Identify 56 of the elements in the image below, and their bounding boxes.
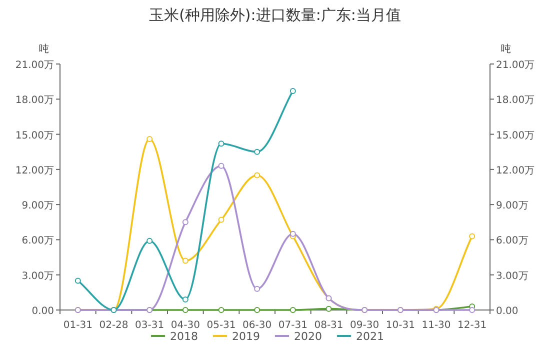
x-tick-label: 09-30 bbox=[350, 320, 380, 331]
y-tick-label: 3.00万 bbox=[22, 270, 54, 282]
y-tick-label: 9.00万 bbox=[22, 200, 54, 212]
point bbox=[254, 286, 260, 292]
point bbox=[326, 306, 332, 312]
y-tick-label: 18.00万 bbox=[15, 95, 54, 106]
x-tick-label: 01-31 bbox=[63, 320, 92, 331]
x-tick-label: 11-30 bbox=[422, 320, 451, 331]
legend-label: 2019 bbox=[232, 330, 260, 343]
y-tick-label: 0.00 bbox=[32, 306, 54, 317]
y2-tick-label: 18.00万 bbox=[496, 95, 535, 106]
point bbox=[182, 258, 188, 264]
y-tick-label: 12.00万 bbox=[15, 165, 54, 176]
point bbox=[254, 307, 260, 313]
point bbox=[146, 238, 153, 244]
y2-tick-label: 15.00万 bbox=[496, 130, 535, 142]
legend-label: 2020 bbox=[294, 330, 322, 343]
y2-tick-label: 9.00万 bbox=[496, 200, 528, 212]
point bbox=[146, 136, 153, 142]
point bbox=[218, 216, 224, 223]
x-tick-label: 12-31 bbox=[458, 320, 487, 331]
point bbox=[182, 219, 188, 226]
point bbox=[290, 230, 296, 237]
x-tick-label: 08-31 bbox=[314, 320, 344, 331]
y2-tick-label: 3.00万 bbox=[496, 270, 528, 282]
y-tick-label: 6.00万 bbox=[22, 236, 54, 247]
x-tick-label: 03-31 bbox=[135, 320, 164, 331]
y2-tick-label: 12.00万 bbox=[496, 165, 535, 176]
point bbox=[218, 140, 224, 147]
y-tick-label: 21.00万 bbox=[15, 60, 54, 71]
point bbox=[218, 162, 224, 169]
point bbox=[254, 148, 260, 155]
point bbox=[469, 307, 476, 313]
y2-axis-title: 吨 bbox=[501, 43, 511, 55]
point bbox=[254, 172, 260, 178]
x-tick-label: 10-31 bbox=[386, 320, 415, 331]
y-tick-label: 15.00万 bbox=[15, 130, 54, 142]
legend-label: 2018 bbox=[170, 330, 198, 343]
y2-tick-label: 0.00 bbox=[496, 306, 518, 317]
x-tick-label: 05-31 bbox=[206, 320, 236, 331]
y2-tick-label: 6.00万 bbox=[496, 236, 528, 247]
y-axis-title: 吨 bbox=[39, 43, 49, 55]
x-tick-label: 06-30 bbox=[242, 320, 272, 331]
point bbox=[218, 307, 224, 313]
point bbox=[469, 233, 476, 240]
x-tick-label: 07-31 bbox=[278, 320, 308, 331]
x-tick-label: 02-28 bbox=[99, 320, 128, 331]
x-tick-label: 04-30 bbox=[170, 320, 200, 331]
point bbox=[182, 307, 188, 313]
point bbox=[74, 278, 81, 284]
chart-title: 玉米(种用除外):进口数量:广东:当月值 bbox=[149, 6, 401, 24]
point bbox=[290, 88, 296, 94]
legend-label: 2021 bbox=[356, 330, 384, 343]
point bbox=[290, 307, 296, 313]
y2-tick-label: 21.00万 bbox=[496, 60, 535, 71]
point bbox=[182, 296, 188, 302]
